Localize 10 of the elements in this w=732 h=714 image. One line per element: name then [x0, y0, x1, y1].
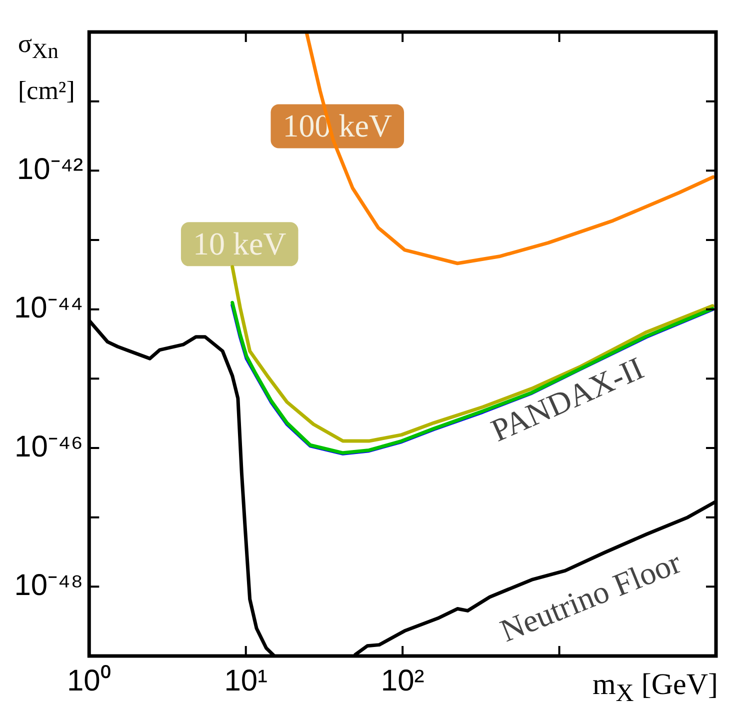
y-tick-label: 10⁻⁴⁴: [14, 292, 84, 325]
y-tick-label: 10⁻⁴²: [16, 152, 84, 186]
x-axis-title: m$_{X}$ [GeV]: [592, 668, 718, 708]
x-tick-label: 10¹: [224, 664, 268, 698]
x-tick-label: 10²: [380, 664, 424, 698]
annotation: 10 keV: [192, 226, 286, 262]
y-tick-label: 10⁻⁴⁸: [14, 568, 84, 602]
x-tick-label: 10⁰: [66, 664, 112, 698]
y-tick-label: 10⁻⁴⁶: [14, 430, 84, 464]
y-axis-title: σ$_{Xn}$ [cm²]: [18, 28, 76, 108]
